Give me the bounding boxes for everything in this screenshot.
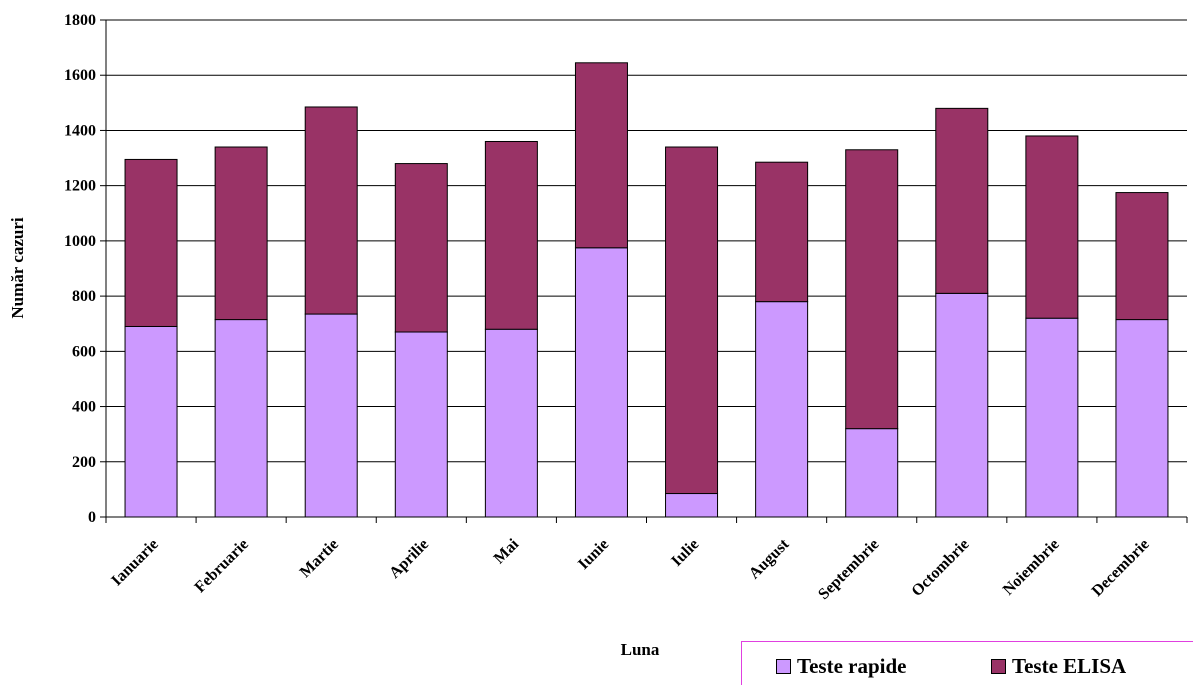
y-tick-label: 1000 (64, 233, 96, 250)
x-tick-label: Aprilie (386, 536, 432, 582)
legend-label-teste-elisa: Teste ELISA (1012, 654, 1127, 678)
bar-teste-elisa-octombrie (935, 107, 989, 294)
y-tick-label: 0 (88, 509, 96, 526)
x-tick-label: Iulie (668, 536, 702, 570)
y-tick-label: 1800 (64, 12, 96, 29)
axes (100, 19, 1188, 523)
x-tick-label: Noiembrie (1000, 536, 1063, 599)
bar-teste-rapide-ianuarie (124, 325, 178, 518)
bar-teste-rapide-iunie (574, 247, 628, 518)
bar-teste-elisa-iulie (665, 146, 719, 495)
bar-teste-elisa-iunie (574, 62, 628, 249)
legend-item-teste-rapide: Teste rapide (776, 654, 906, 679)
bar-teste-elisa-ianuarie (124, 158, 178, 327)
x-tick-label: Septembrie (815, 536, 882, 603)
bar-teste-rapide-aprilie (394, 331, 448, 518)
bar-teste-rapide-octombrie (935, 292, 989, 518)
bar-teste-rapide-martie (304, 313, 358, 518)
x-tick-label: Iunie (575, 536, 612, 573)
x-tick-labels: Ianuarie Februarie Martie Aprilie Mai Iunie Iu… (108, 535, 1152, 603)
y-tick-label: 1400 (64, 122, 96, 139)
legend-swatch-teste-rapide (776, 659, 791, 674)
x-tick-label: Decembrie (1089, 536, 1153, 600)
bar-teste-elisa-martie (304, 106, 358, 315)
y-tick-label: 1200 (64, 178, 96, 195)
x-tick-label: Martie (297, 536, 342, 581)
y-tick-label: 800 (72, 288, 96, 305)
bar-teste-elisa-august (755, 161, 809, 303)
y-tick-labels: 0 200 400 600 800 1000 1200 1400 1600 1800 (64, 12, 96, 526)
legend-label-teste-rapide: Teste rapide (797, 654, 907, 678)
bar-teste-rapide-iulie (665, 493, 719, 518)
y-tick-label: 1600 (64, 67, 96, 84)
bar-teste-elisa-decembrie (1115, 192, 1169, 321)
y-tick-label: 400 (72, 399, 96, 416)
x-tick-label: Octombrie (908, 536, 972, 600)
legend-item-teste-elisa: Teste ELISA (991, 654, 1126, 679)
x-tick-label: Februarie (192, 536, 252, 596)
bar-teste-rapide-decembrie (1115, 319, 1169, 518)
legend: Teste rapide Teste ELISA (741, 641, 1193, 685)
bar-teste-rapide-februarie (214, 319, 268, 518)
x-tick-label: Ianuarie (108, 536, 162, 590)
bar-teste-elisa-noiembrie (1025, 135, 1079, 319)
bar-teste-rapide-mai (484, 328, 538, 518)
y-axis-title: Număr cazuri (8, 217, 27, 318)
y-tick-label: 600 (72, 343, 96, 360)
y-tick-label: 200 (72, 454, 96, 471)
gridlines (106, 19, 1187, 463)
x-axis-title: Luna (621, 640, 660, 659)
legend-swatch-teste-elisa (991, 659, 1006, 674)
bar-teste-rapide-septembrie (845, 428, 899, 518)
bar-teste-elisa-septembrie (845, 149, 899, 430)
x-tick-label: August (746, 535, 793, 582)
bar-teste-elisa-aprilie (394, 163, 448, 333)
bars (124, 62, 1169, 518)
bar-teste-elisa-februarie (214, 146, 268, 321)
bar-teste-rapide-noiembrie (1025, 317, 1079, 518)
bar-teste-rapide-august (755, 301, 809, 518)
bar-teste-elisa-mai (484, 140, 538, 330)
x-tick-label: Mai (491, 535, 523, 567)
